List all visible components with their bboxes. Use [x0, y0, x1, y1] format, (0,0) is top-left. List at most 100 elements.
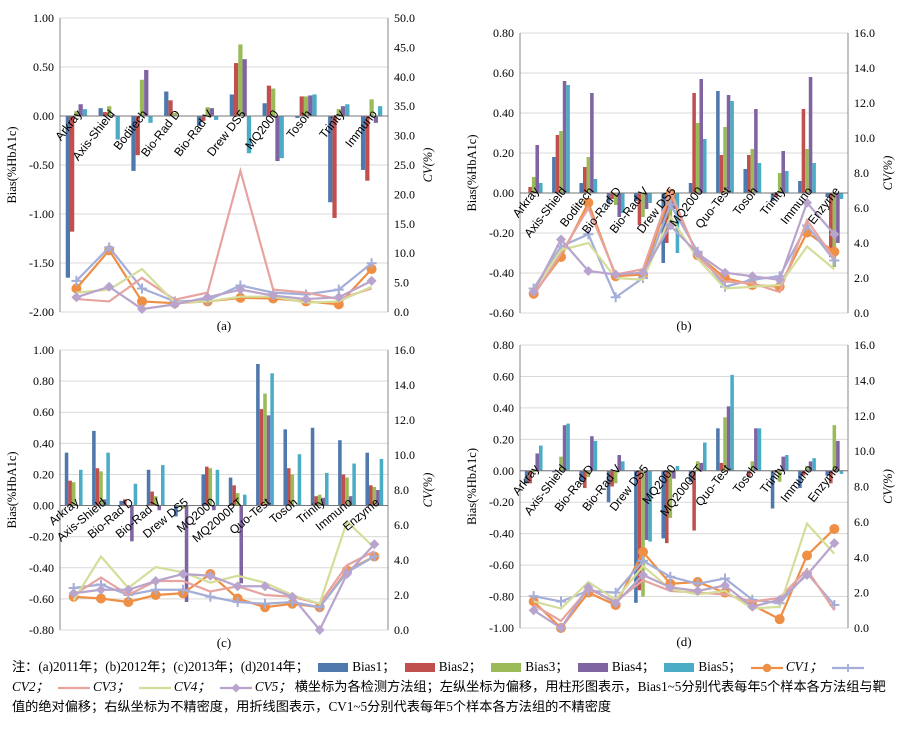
p4-line-cv1 [532, 528, 836, 630]
p2-marker-cv5 [692, 248, 703, 259]
caption-prefix: 注：(a)2011年；(b)2012年；(c)2013年；(d)2014年； [12, 659, 309, 674]
p2-marker-cv5 [720, 267, 730, 278]
p4-bar-bias2 [665, 470, 669, 544]
p3-y-tick-label: 1.00 [33, 343, 54, 357]
p1-marker-cv1 [71, 283, 82, 294]
p4-y-tick-label: 0.80 [493, 338, 514, 352]
p2-bar-bias1 [606, 193, 611, 203]
p2-bar-bias2 [692, 93, 696, 193]
p2-bar-bias4 [699, 79, 703, 193]
p3-bar-bias2 [205, 466, 209, 506]
p3-bar-bias4 [212, 505, 216, 511]
p4-bar-bias5 [566, 423, 570, 471]
p1-bar-bias3 [205, 107, 210, 116]
p4-bar-bias3 [586, 470, 591, 478]
figure-caption: 注：(a)2011年；(b)2012年；(c)2013年；(d)2014年； B… [12, 657, 892, 717]
p3-bar-bias2 [68, 480, 72, 506]
p3-marker-cv5 [260, 581, 270, 592]
p4-marker-cv2 [528, 591, 539, 602]
p1-bar-bias5 [377, 106, 383, 116]
p2-bar-bias5 [757, 163, 762, 193]
p2-bar-bias2 [801, 109, 806, 193]
p1-bar-bias1 [229, 94, 235, 116]
p4-marker-cv2 [610, 587, 621, 598]
p3-bar-bias5 [106, 452, 110, 506]
p3-bar-bias5 [270, 373, 274, 506]
p1-bar-bias2 [201, 116, 206, 121]
p2-bar-bias5 [566, 85, 570, 193]
p4-marker-cv5 [583, 582, 594, 593]
p1-y2-tick-label: 40.0 [394, 70, 415, 84]
p3-bar-bias4 [348, 496, 353, 506]
p2-marker-cv5 [638, 267, 648, 278]
p2-bar-bias4 [726, 95, 731, 193]
p3-bar-bias2 [341, 474, 346, 506]
p4-bar-bias4 [672, 470, 676, 479]
p2-bar-bias2 [528, 187, 532, 193]
p1-bar-bias5 [279, 116, 284, 159]
p3-bar-bias1 [64, 452, 69, 506]
p1-marker-cv2 [137, 283, 147, 294]
p1-marker-cv2 [71, 275, 82, 286]
p2-bar-bias5 [620, 193, 625, 213]
p2-bar-bias4 [808, 77, 813, 193]
p3-bar-bias1 [338, 440, 342, 506]
p3-marker-cv5 [232, 581, 243, 592]
p4-y-tick-label: 0.40 [493, 401, 514, 415]
p4-bar-bias4 [562, 425, 567, 471]
p3-bar-bias1 [365, 452, 370, 506]
p2-y2-tick-label: 6.0 [854, 201, 869, 215]
p1-bar-bias5 [213, 116, 219, 120]
p4-bar-bias1 [634, 470, 638, 603]
p2-bar-bias3 [559, 131, 563, 193]
p2-bar-bias1 [661, 193, 666, 263]
p4-marker-cv5 [528, 605, 539, 616]
p4-marker-cv5 [665, 582, 676, 593]
p3-bar-bias3 [71, 482, 76, 506]
p3-bar-bias1 [174, 505, 178, 517]
p4-bar-bias3 [750, 461, 755, 471]
p1-bar-bias4 [242, 59, 247, 116]
p3-y2-tick-label: 12.0 [394, 413, 415, 427]
p3-bar-bias5 [215, 469, 220, 506]
p1-bar-bias2 [70, 116, 75, 232]
p2-bar-bias5 [702, 139, 707, 193]
p1-y2-tick-label: 10.0 [394, 246, 415, 260]
p4-bar-bias5 [538, 445, 543, 471]
p1-bar-bias2 [168, 100, 173, 116]
p2-marker-cv5 [774, 274, 785, 285]
p3-marker-cv5 [96, 584, 106, 595]
p2-y-tick-label: 0.80 [493, 26, 514, 40]
p2-marker-cv1 [583, 197, 594, 208]
p2-bar-bias4 [590, 93, 594, 193]
p4-bar-bias2 [774, 470, 778, 473]
p3-bar-bias4 [184, 505, 189, 602]
p2-bar-bias2 [719, 155, 724, 193]
p3-bar-bias1 [146, 469, 151, 506]
p1-y2-tick-label: 25.0 [394, 158, 415, 172]
p2-bar-bias5 [812, 163, 816, 193]
p2-bar-bias3 [750, 149, 755, 193]
p3-marker-cv2 [232, 597, 243, 607]
p4-category-label: Tosoh [730, 462, 761, 496]
p1-bar-bias3 [74, 111, 79, 116]
p4-marker-cv2 [556, 596, 566, 607]
p1-y2-axis-title: CV(%) [421, 148, 435, 183]
p3-bar-bias5 [379, 458, 384, 506]
p3-bar-bias5 [78, 469, 83, 506]
legend-swatch-bias4 [577, 663, 608, 673]
p4-y-tick-label: -0.40 [489, 527, 514, 541]
p2-marker-cv5 [747, 271, 758, 282]
p2-y2-tick-label: 10.0 [854, 131, 875, 145]
p1-y2-tick-label: 35.0 [394, 99, 415, 113]
p4-marker-cv5 [829, 538, 840, 549]
p1-bar-bias3 [172, 113, 177, 116]
p4-y2-tick-label: 10.0 [854, 444, 875, 458]
p4-bar-bias1 [661, 470, 666, 539]
p3-bar-bias3 [290, 474, 295, 506]
chart-figure: 1.00 0.50 0.00 -0.50 -1.00 -1.50 -2.00 50.0 45.0… [5, 11, 895, 650]
legend-label-bias1: Bias1； [352, 659, 396, 674]
p2-marker-cv5 [802, 197, 812, 208]
p4-bar-bias4 [808, 461, 813, 471]
p1-bar-bias1 [164, 91, 169, 116]
